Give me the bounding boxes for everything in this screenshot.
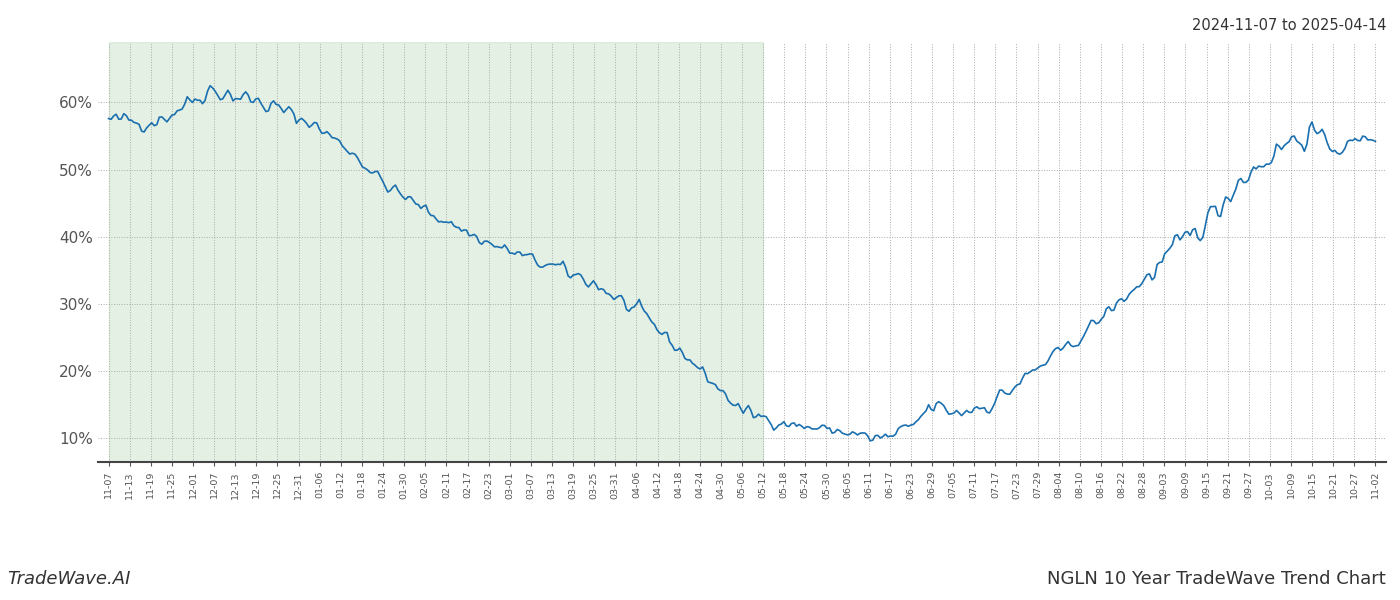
Text: NGLN 10 Year TradeWave Trend Chart: NGLN 10 Year TradeWave Trend Chart: [1047, 570, 1386, 588]
Text: TradeWave.AI: TradeWave.AI: [7, 570, 130, 588]
Bar: [109, 42, 763, 462]
Text: 2024-11-07 to 2025-04-14: 2024-11-07 to 2025-04-14: [1191, 18, 1386, 33]
